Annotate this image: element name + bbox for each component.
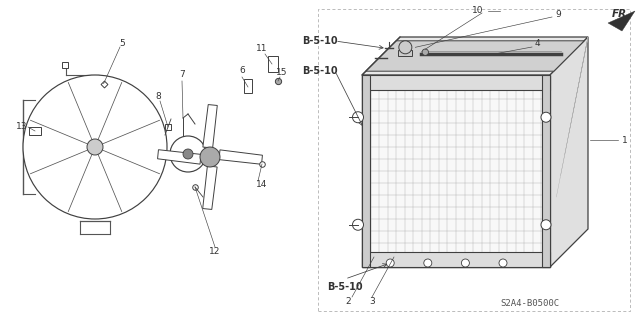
Bar bbox=[268, 56, 278, 72]
Text: S2A4-B0500C: S2A4-B0500C bbox=[500, 300, 559, 308]
Circle shape bbox=[87, 139, 103, 155]
Polygon shape bbox=[366, 41, 584, 71]
Circle shape bbox=[399, 41, 412, 54]
Polygon shape bbox=[608, 11, 635, 31]
Text: 9: 9 bbox=[555, 11, 561, 19]
Polygon shape bbox=[362, 37, 588, 75]
Circle shape bbox=[353, 219, 364, 230]
Circle shape bbox=[353, 112, 364, 123]
Circle shape bbox=[499, 259, 507, 267]
Text: 7: 7 bbox=[179, 70, 185, 79]
Text: 12: 12 bbox=[209, 247, 221, 256]
Circle shape bbox=[461, 259, 469, 267]
Text: 14: 14 bbox=[256, 181, 268, 189]
Text: B-5-10: B-5-10 bbox=[302, 36, 338, 46]
Bar bbox=[29, 127, 41, 135]
Text: 1: 1 bbox=[622, 136, 628, 145]
Bar bbox=[244, 79, 252, 93]
Text: 3: 3 bbox=[369, 296, 375, 306]
Text: 10: 10 bbox=[472, 6, 484, 16]
Bar bbox=[542, 75, 550, 267]
Text: 5: 5 bbox=[119, 39, 125, 48]
Polygon shape bbox=[203, 166, 217, 210]
Circle shape bbox=[183, 149, 193, 159]
Bar bbox=[362, 75, 370, 267]
Text: 2: 2 bbox=[345, 296, 351, 306]
Circle shape bbox=[422, 49, 429, 56]
Circle shape bbox=[23, 75, 167, 219]
Text: 8: 8 bbox=[155, 93, 161, 101]
Text: 15: 15 bbox=[276, 69, 288, 78]
Circle shape bbox=[386, 259, 394, 267]
Circle shape bbox=[424, 259, 432, 267]
Bar bbox=[362, 75, 550, 90]
Polygon shape bbox=[203, 105, 218, 148]
Bar bbox=[398, 50, 412, 56]
Circle shape bbox=[200, 147, 220, 167]
Text: 6: 6 bbox=[239, 66, 245, 76]
Text: FR.: FR. bbox=[612, 9, 632, 19]
Circle shape bbox=[170, 136, 206, 172]
Bar bbox=[318, 9, 630, 311]
Bar bbox=[362, 252, 550, 267]
Text: B-5-10: B-5-10 bbox=[327, 282, 363, 292]
Bar bbox=[362, 75, 550, 267]
Text: 13: 13 bbox=[16, 122, 28, 131]
Polygon shape bbox=[550, 37, 588, 267]
Polygon shape bbox=[157, 150, 201, 164]
Polygon shape bbox=[219, 150, 262, 164]
Text: B-5-10: B-5-10 bbox=[302, 66, 338, 76]
Text: 4: 4 bbox=[535, 40, 541, 48]
Bar bbox=[362, 75, 550, 267]
Circle shape bbox=[541, 220, 551, 230]
Circle shape bbox=[541, 112, 551, 122]
Text: 11: 11 bbox=[256, 44, 268, 54]
